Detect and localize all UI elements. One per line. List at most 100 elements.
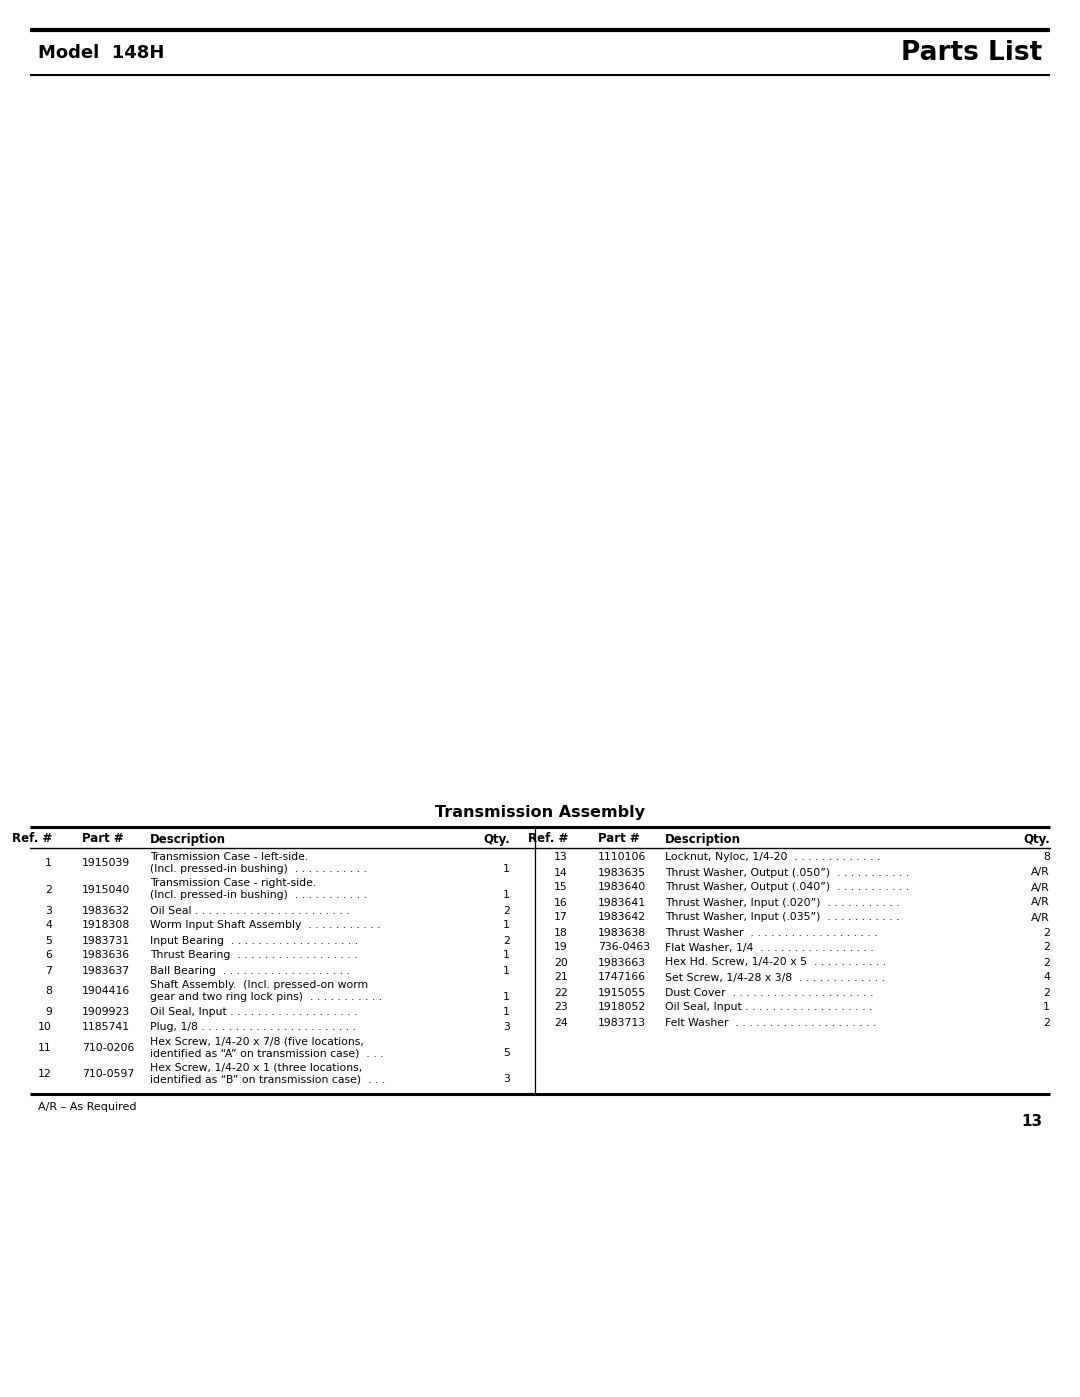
- Text: 22: 22: [554, 988, 568, 997]
- Text: Plug, 1/8 . . . . . . . . . . . . . . . . . . . . . . .: Plug, 1/8 . . . . . . . . . . . . . . . …: [150, 1023, 356, 1032]
- Text: A/R: A/R: [1031, 883, 1050, 893]
- Text: 710-0206: 710-0206: [82, 1042, 134, 1053]
- Text: (Incl. pressed-in bushing)  . . . . . . . . . . .: (Incl. pressed-in bushing) . . . . . . .…: [150, 863, 367, 873]
- Text: 1: 1: [503, 965, 510, 975]
- Text: Part #: Part #: [598, 833, 639, 845]
- Text: 3: 3: [503, 1074, 510, 1084]
- Text: 2: 2: [1043, 1017, 1050, 1028]
- Text: 10: 10: [38, 1023, 52, 1032]
- Text: 1: 1: [45, 858, 52, 869]
- Text: identified as “B” on transmission case)  . . .: identified as “B” on transmission case) …: [150, 1074, 386, 1084]
- Text: 6: 6: [45, 950, 52, 961]
- Text: 23: 23: [554, 1003, 568, 1013]
- Text: 21: 21: [554, 972, 568, 982]
- Text: 18: 18: [554, 928, 568, 937]
- Text: Thrust Washer, Input (.035”)  . . . . . . . . . . .: Thrust Washer, Input (.035”) . . . . . .…: [665, 912, 900, 922]
- Text: Hex Hd. Screw, 1/4-20 x 5  . . . . . . . . . . .: Hex Hd. Screw, 1/4-20 x 5 . . . . . . . …: [665, 957, 886, 968]
- Text: 14: 14: [554, 868, 568, 877]
- Text: 1185741: 1185741: [82, 1023, 130, 1032]
- Text: 2: 2: [503, 905, 510, 915]
- Text: 13: 13: [1021, 1113, 1042, 1129]
- Text: Ball Bearing  . . . . . . . . . . . . . . . . . . .: Ball Bearing . . . . . . . . . . . . . .…: [150, 965, 350, 975]
- Text: identified as “A” on transmission case)  . . .: identified as “A” on transmission case) …: [150, 1048, 383, 1058]
- Text: 2: 2: [503, 936, 510, 946]
- Text: 1: 1: [1043, 1003, 1050, 1013]
- Text: 15: 15: [554, 883, 568, 893]
- Text: 5: 5: [45, 936, 52, 946]
- Text: 1983636: 1983636: [82, 950, 130, 961]
- Text: 1904416: 1904416: [82, 986, 131, 996]
- Text: 1983713: 1983713: [598, 1017, 646, 1028]
- Text: Parts List: Parts List: [901, 39, 1042, 66]
- Text: 1983640: 1983640: [598, 883, 646, 893]
- Text: Thrust Bearing  . . . . . . . . . . . . . . . . . .: Thrust Bearing . . . . . . . . . . . . .…: [150, 950, 357, 961]
- Text: Thrust Washer, Input (.020”)  . . . . . . . . . . .: Thrust Washer, Input (.020”) . . . . . .…: [665, 897, 900, 908]
- Text: 1909923: 1909923: [82, 1007, 131, 1017]
- Text: 710-0597: 710-0597: [82, 1069, 134, 1080]
- Text: 1983641: 1983641: [598, 897, 646, 908]
- Text: 2: 2: [1043, 928, 1050, 937]
- Text: Description: Description: [150, 833, 226, 845]
- Text: Set Screw, 1/4-28 x 3/8  . . . . . . . . . . . . .: Set Screw, 1/4-28 x 3/8 . . . . . . . . …: [665, 972, 885, 982]
- Text: 1: 1: [503, 890, 510, 900]
- Text: 1918052: 1918052: [598, 1003, 646, 1013]
- Text: 1983638: 1983638: [598, 928, 646, 937]
- Text: 3: 3: [45, 905, 52, 915]
- Text: Worm Input Shaft Assembly  . . . . . . . . . . .: Worm Input Shaft Assembly . . . . . . . …: [150, 921, 380, 930]
- Text: 2: 2: [45, 884, 52, 894]
- Text: 1: 1: [503, 921, 510, 930]
- Text: 1: 1: [503, 992, 510, 1002]
- Text: 1983663: 1983663: [598, 957, 646, 968]
- Text: Thrust Washer, Output (.050”)  . . . . . . . . . . .: Thrust Washer, Output (.050”) . . . . . …: [665, 868, 909, 877]
- Text: 2: 2: [1043, 943, 1050, 953]
- Text: 1110106: 1110106: [598, 852, 646, 862]
- Text: Ref. #: Ref. #: [12, 833, 52, 845]
- Text: 3: 3: [503, 1023, 510, 1032]
- Text: Thrust Washer, Output (.040”)  . . . . . . . . . . .: Thrust Washer, Output (.040”) . . . . . …: [665, 883, 909, 893]
- Text: 736-0463: 736-0463: [598, 943, 650, 953]
- Text: 1747166: 1747166: [598, 972, 646, 982]
- Text: 1: 1: [503, 1007, 510, 1017]
- Text: 1915055: 1915055: [598, 988, 646, 997]
- Text: 1983642: 1983642: [598, 912, 646, 922]
- Text: Part #: Part #: [82, 833, 123, 845]
- Text: 2: 2: [1043, 957, 1050, 968]
- Text: 1918308: 1918308: [82, 921, 131, 930]
- Text: 19: 19: [554, 943, 568, 953]
- Text: 1983635: 1983635: [598, 868, 646, 877]
- Text: Model  148H: Model 148H: [38, 43, 164, 61]
- Text: A/R – As Required: A/R – As Required: [38, 1102, 136, 1112]
- Text: Felt Washer  . . . . . . . . . . . . . . . . . . . . .: Felt Washer . . . . . . . . . . . . . . …: [665, 1017, 876, 1028]
- Text: 8: 8: [1043, 852, 1050, 862]
- Text: 1983637: 1983637: [82, 965, 130, 975]
- Text: Transmission Assembly: Transmission Assembly: [435, 805, 645, 820]
- Text: 1983731: 1983731: [82, 936, 130, 946]
- Text: 12: 12: [38, 1069, 52, 1080]
- Text: Oil Seal . . . . . . . . . . . . . . . . . . . . . . .: Oil Seal . . . . . . . . . . . . . . . .…: [150, 905, 350, 915]
- Text: 4: 4: [45, 921, 52, 930]
- Text: 1983632: 1983632: [82, 905, 130, 915]
- Text: 16: 16: [554, 897, 568, 908]
- Text: Oil Seal, Input . . . . . . . . . . . . . . . . . . .: Oil Seal, Input . . . . . . . . . . . . …: [665, 1003, 873, 1013]
- Text: 17: 17: [554, 912, 568, 922]
- Text: 1: 1: [503, 863, 510, 873]
- Text: 24: 24: [554, 1017, 568, 1028]
- Text: Locknut, Nyloc, 1/4-20  . . . . . . . . . . . . .: Locknut, Nyloc, 1/4-20 . . . . . . . . .…: [665, 852, 880, 862]
- Text: 2: 2: [1043, 988, 1050, 997]
- Text: 13: 13: [554, 852, 568, 862]
- Text: Dust Cover  . . . . . . . . . . . . . . . . . . . . .: Dust Cover . . . . . . . . . . . . . . .…: [665, 988, 874, 997]
- Text: Shaft Assembly.  (Incl. pressed-on worm: Shaft Assembly. (Incl. pressed-on worm: [150, 981, 368, 990]
- Text: A/R: A/R: [1031, 897, 1050, 908]
- Text: Thrust Washer  . . . . . . . . . . . . . . . . . . .: Thrust Washer . . . . . . . . . . . . . …: [665, 928, 878, 937]
- Text: (Incl. pressed-in bushing)  . . . . . . . . . . .: (Incl. pressed-in bushing) . . . . . . .…: [150, 890, 367, 900]
- Text: 1915040: 1915040: [82, 884, 131, 894]
- Text: 11: 11: [38, 1042, 52, 1053]
- Text: 1915039: 1915039: [82, 858, 131, 869]
- Text: Flat Washer, 1/4  . . . . . . . . . . . . . . . . .: Flat Washer, 1/4 . . . . . . . . . . . .…: [665, 943, 874, 953]
- Text: 9: 9: [45, 1007, 52, 1017]
- Text: gear and two ring lock pins)  . . . . . . . . . . .: gear and two ring lock pins) . . . . . .…: [150, 992, 382, 1002]
- Text: Description: Description: [665, 833, 741, 845]
- Text: Oil Seal, Input . . . . . . . . . . . . . . . . . . .: Oil Seal, Input . . . . . . . . . . . . …: [150, 1007, 357, 1017]
- Text: 8: 8: [45, 986, 52, 996]
- Text: 1: 1: [503, 950, 510, 961]
